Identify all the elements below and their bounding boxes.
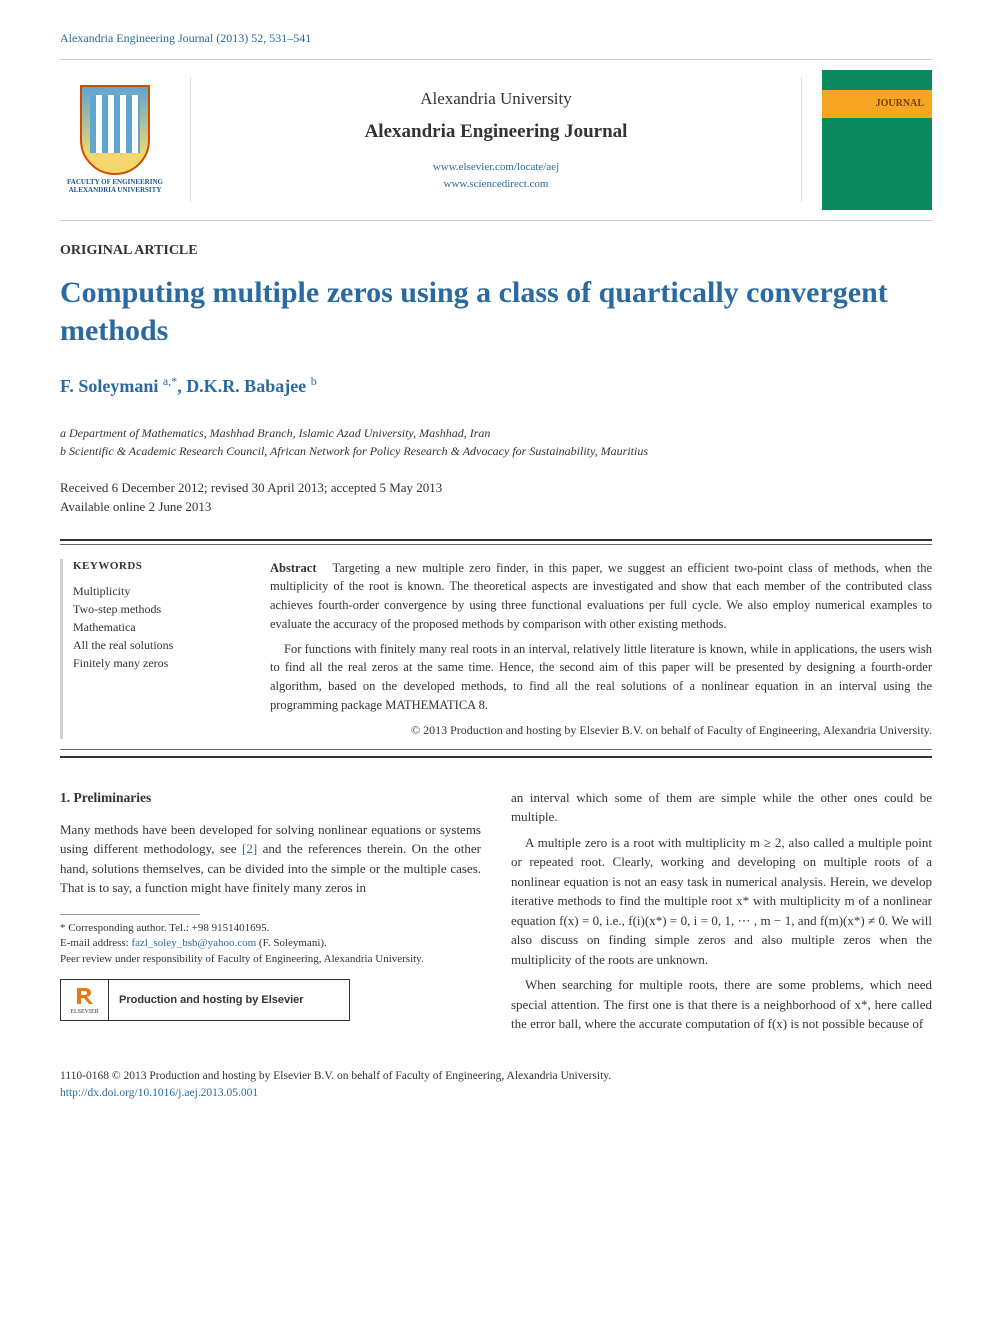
hosting-text: Production and hosting by Elsevier	[119, 992, 304, 1009]
bottom-footer: 1110-0168 © 2013 Production and hosting …	[60, 1068, 932, 1103]
keywords-list: Multiplicity Two-step methods Mathematic…	[73, 582, 240, 672]
keywords-heading: KEYWORDS	[73, 559, 240, 574]
journal-link-2[interactable]: www.sciencedirect.com	[211, 176, 781, 193]
journal-link-1[interactable]: www.elsevier.com/locate/aej	[211, 159, 781, 176]
abstract-p2: For functions with finitely many real ro…	[270, 640, 932, 715]
footnote-peer: Peer review under responsibility of Facu…	[60, 952, 481, 967]
affiliation-b: b Scientific & Academic Research Council…	[60, 442, 932, 460]
body-columns: 1. Preliminaries Many methods have been …	[60, 788, 932, 1040]
journal-banner: FACULTY OF ENGINEERING ALEXANDRIA UNIVER…	[60, 59, 932, 221]
abstract-heading: Abstract	[270, 561, 317, 575]
email-label: E-mail address:	[60, 937, 131, 949]
right-column: an interval which some of them are simpl…	[511, 788, 932, 1040]
cover-stripe: JOURNAL	[822, 90, 932, 118]
section-heading: 1. Preliminaries	[60, 788, 481, 808]
authors: F. Soleymani a,*, D.K.R. Babajee b	[60, 373, 932, 399]
elsevier-label: ELSEVIER	[70, 1008, 98, 1017]
author-2-name: D.K.R. Babajee	[186, 376, 311, 396]
issn-copyright: 1110-0168 © 2013 Production and hosting …	[60, 1068, 932, 1085]
author-2-affil: b	[311, 374, 317, 388]
keyword-item: Two-step methods	[73, 600, 240, 618]
author-1-affil: a,*	[163, 374, 177, 388]
footnote-email: E-mail address: fazl_soley_bsb@yahoo.com…	[60, 936, 481, 951]
left-column: 1. Preliminaries Many methods have been …	[60, 788, 481, 1040]
hosting-box: ELSEVIER Production and hosting by Elsev…	[60, 979, 350, 1021]
author-sep: ,	[177, 376, 186, 396]
keyword-item: All the real solutions	[73, 636, 240, 654]
left-paragraph-1: Many methods have been developed for sol…	[60, 820, 481, 898]
dates-received: Received 6 December 2012; revised 30 Apr…	[60, 478, 932, 498]
dates-online: Available online 2 June 2013	[60, 497, 932, 517]
keyword-item: Finitely many zeros	[73, 654, 240, 672]
abstract-column: Abstract Targeting a new multiple zero f…	[270, 559, 932, 739]
university-name: Alexandria University	[211, 87, 781, 111]
article-type: ORIGINAL ARTICLE	[60, 241, 932, 261]
email-author: (F. Soleymani).	[256, 937, 327, 949]
article-title: Computing multiple zeros using a class o…	[60, 274, 932, 349]
abstract-row: KEYWORDS Multiplicity Two-step methods M…	[60, 559, 932, 739]
author-1-name: F. Soleymani	[60, 376, 163, 396]
right-paragraph-3: When searching for multiple roots, there…	[511, 975, 932, 1034]
email-link[interactable]: fazl_soley_bsb@yahoo.com	[131, 937, 256, 949]
rule-top	[60, 539, 932, 541]
keyword-item: Mathematica	[73, 618, 240, 636]
ref-link-2[interactable]: [2]	[242, 841, 257, 856]
right-paragraph-2: A multiple zero is a root with multiplic…	[511, 833, 932, 970]
doi-link[interactable]: http://dx.doi.org/10.1016/j.aej.2013.05.…	[60, 1087, 258, 1099]
article-dates: Received 6 December 2012; revised 30 Apr…	[60, 478, 932, 517]
elsevier-logo-icon: ELSEVIER	[61, 980, 109, 1020]
faculty-caption: FACULTY OF ENGINEERING ALEXANDRIA UNIVER…	[60, 179, 170, 194]
rule-mid1	[60, 749, 932, 750]
faculty-logo: FACULTY OF ENGINEERING ALEXANDRIA UNIVER…	[60, 85, 170, 194]
abstract-p1: Targeting a new multiple zero finder, in…	[270, 561, 932, 631]
journal-cover-icon: JOURNAL	[822, 70, 932, 210]
citation-header: Alexandria Engineering Journal (2013) 52…	[60, 30, 932, 47]
rule-top2	[60, 544, 932, 545]
footnote-separator	[60, 914, 200, 915]
keyword-item: Multiplicity	[73, 582, 240, 600]
footnotes: * Corresponding author. Tel.: +98 915140…	[60, 921, 481, 967]
right-paragraph-1: an interval which some of them are simpl…	[511, 788, 932, 827]
rule-mid2	[60, 756, 932, 758]
journal-links: www.elsevier.com/locate/aej www.scienced…	[211, 159, 781, 192]
affiliation-a: a Department of Mathematics, Mashhad Bra…	[60, 424, 932, 442]
journal-name: Alexandria Engineering Journal	[211, 119, 781, 146]
abstract-copyright: © 2013 Production and hosting by Elsevie…	[270, 721, 932, 739]
affiliations: a Department of Mathematics, Mashhad Bra…	[60, 424, 932, 460]
keywords-column: KEYWORDS Multiplicity Two-step methods M…	[60, 559, 240, 739]
footnote-corresponding: * Corresponding author. Tel.: +98 915140…	[60, 921, 481, 936]
faculty-shield-icon	[80, 85, 150, 175]
banner-center: Alexandria University Alexandria Enginee…	[190, 77, 802, 202]
